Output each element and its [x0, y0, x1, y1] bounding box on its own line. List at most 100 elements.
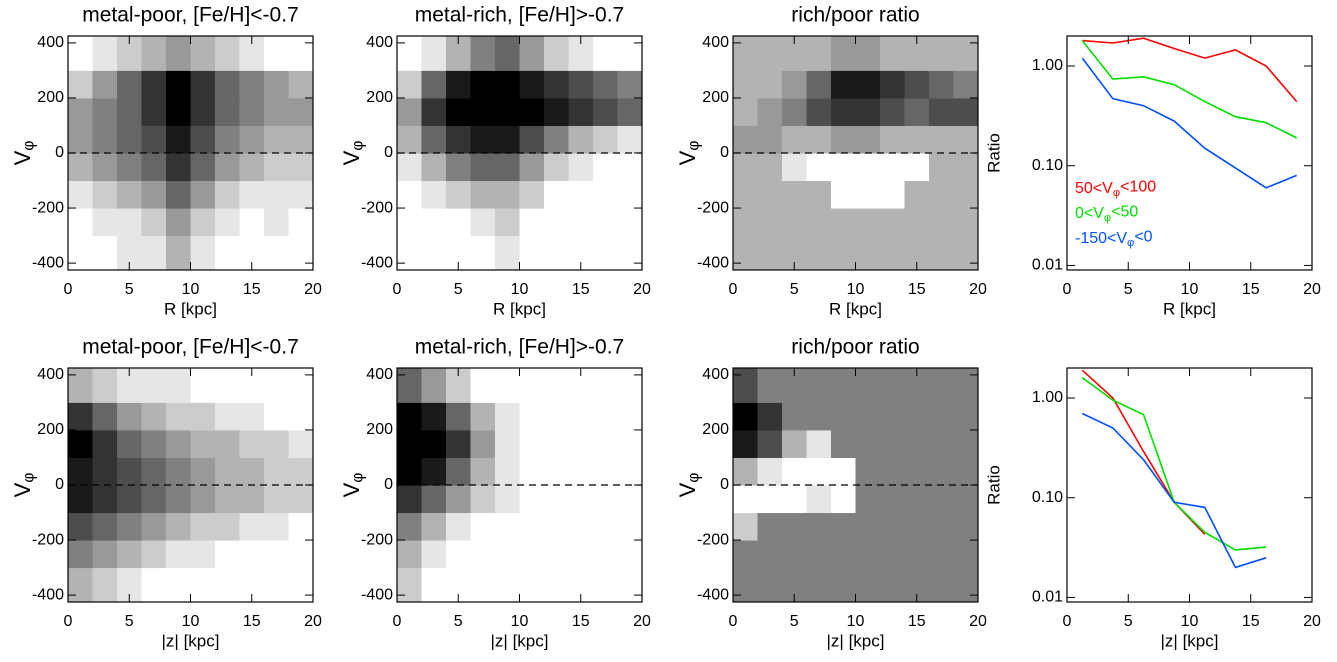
heatmap-cell — [617, 180, 642, 209]
heatmap-cell — [288, 125, 313, 154]
heatmap — [68, 368, 313, 602]
heatmap-cell — [190, 402, 216, 431]
heatmap-cell — [397, 457, 422, 486]
heatmap-cell — [166, 567, 191, 602]
heatmap-cell — [519, 485, 545, 514]
heatmap-cell — [855, 70, 881, 99]
y-tick-label: -400 — [32, 586, 64, 603]
heatmap-cell — [544, 512, 569, 541]
heatmap-cell — [166, 485, 191, 514]
heatmap-cell — [288, 70, 313, 99]
heatmap-cell — [806, 208, 832, 237]
heatmap-cell — [782, 125, 807, 154]
panel-title: metal-poor, [Fe/H]<-0.7 — [82, 4, 299, 27]
heatmap-cell — [446, 153, 471, 182]
heatmap-cell — [166, 97, 191, 126]
x-tick-label: 20 — [1303, 613, 1321, 630]
heatmap-cell — [239, 457, 265, 486]
heatmap-cell — [757, 540, 783, 569]
heatmap-cell — [141, 368, 167, 403]
y-tick-label: 400 — [366, 34, 393, 51]
heatmap-cell — [953, 70, 978, 99]
heatmap-cell — [68, 125, 93, 154]
heatmap-cell — [733, 457, 758, 486]
heatmap-cell — [782, 429, 807, 458]
heatmap-cell — [733, 208, 758, 237]
heatmap-cell — [617, 485, 642, 514]
heatmap-cell — [239, 208, 265, 237]
heatmap-cell — [470, 485, 496, 514]
heatmap-cell — [831, 429, 856, 458]
heatmap-cell — [190, 485, 216, 514]
x-tick-label: 5 — [454, 281, 463, 298]
heatmap-cell — [831, 567, 856, 602]
panel: 0 5 10 15 20 -400 -200 0 200 400 metal-poor, [Fe/H… — [10, 336, 322, 651]
heatmap-cell — [519, 512, 545, 541]
heatmap-cell — [215, 457, 240, 486]
heatmap-cell — [68, 153, 93, 182]
x-tick-label: 0 — [64, 613, 73, 630]
x-axis-label: R [kpc] — [829, 299, 882, 318]
heatmap-cell — [593, 180, 618, 209]
heatmap-cell — [904, 180, 930, 209]
heatmap-cell — [264, 402, 289, 431]
heatmap-cell — [519, 125, 545, 154]
series-line — [1081, 57, 1298, 189]
heatmap-cell — [68, 485, 93, 514]
heatmap-cell — [215, 97, 240, 126]
heatmap-cell — [397, 153, 422, 182]
heatmap-cell — [568, 70, 594, 99]
heatmap-cell — [264, 125, 289, 154]
y-tick-label: 0 — [384, 144, 393, 161]
heatmap-cell — [880, 429, 905, 458]
heatmap-cell — [733, 125, 758, 154]
y-tick-label: 0.01 — [1032, 257, 1063, 274]
heatmap-cell — [617, 429, 642, 458]
heatmap-cell — [568, 457, 594, 486]
heatmap-cell — [617, 402, 642, 431]
heatmap-cell — [288, 180, 313, 209]
panel: 0 5 10 15 20 -400 -200 0 200 400 rich/poor ratio |z… — [675, 336, 987, 651]
heatmap-cell — [495, 512, 520, 541]
x-tick-label: 0 — [1063, 281, 1072, 298]
y-tick-label: -400 — [361, 254, 393, 271]
heatmap-cell — [495, 153, 520, 182]
heatmap-cell — [421, 429, 447, 458]
y-tick-label: -200 — [697, 531, 729, 548]
heatmap-cell — [421, 235, 447, 270]
heatmap-cell — [544, 429, 569, 458]
heatmap-cell — [470, 368, 496, 403]
x-axis-label: R [kpc] — [1163, 299, 1216, 318]
heatmap-cell — [215, 540, 240, 569]
heatmap-cell — [421, 70, 447, 99]
heatmap-cell — [264, 153, 289, 182]
heatmap-cell — [397, 70, 422, 99]
heatmap-cell — [495, 125, 520, 154]
heatmap-cell — [264, 97, 289, 126]
y-tick-label: 0 — [55, 476, 64, 493]
heatmap-cell — [92, 512, 118, 541]
heatmap-cell — [782, 208, 807, 237]
heatmap-cell — [190, 70, 216, 99]
x-tick-label: 0 — [729, 281, 738, 298]
heatmap-cell — [190, 125, 216, 154]
heatmap-cell — [68, 512, 93, 541]
heatmap-cell — [288, 97, 313, 126]
heatmap-cell — [239, 70, 265, 99]
series-line — [1081, 369, 1206, 535]
heatmap-cell — [215, 36, 240, 71]
legend-label: 50<Vφ<100 — [1075, 179, 1156, 199]
heatmap-cell — [806, 97, 832, 126]
heatmap-cell — [953, 429, 978, 458]
heatmap-cell — [593, 368, 618, 403]
heatmap-cell — [953, 97, 978, 126]
heatmap-cell — [593, 125, 618, 154]
lines — [1081, 37, 1298, 189]
heatmap-cell — [904, 125, 930, 154]
y-tick-label: 200 — [366, 421, 393, 438]
heatmap-cell — [397, 180, 422, 209]
x-tick-label: 10 — [847, 613, 865, 630]
heatmap-cell — [190, 235, 216, 270]
heatmap-cell — [953, 512, 978, 541]
x-tick-label: 10 — [511, 613, 529, 630]
